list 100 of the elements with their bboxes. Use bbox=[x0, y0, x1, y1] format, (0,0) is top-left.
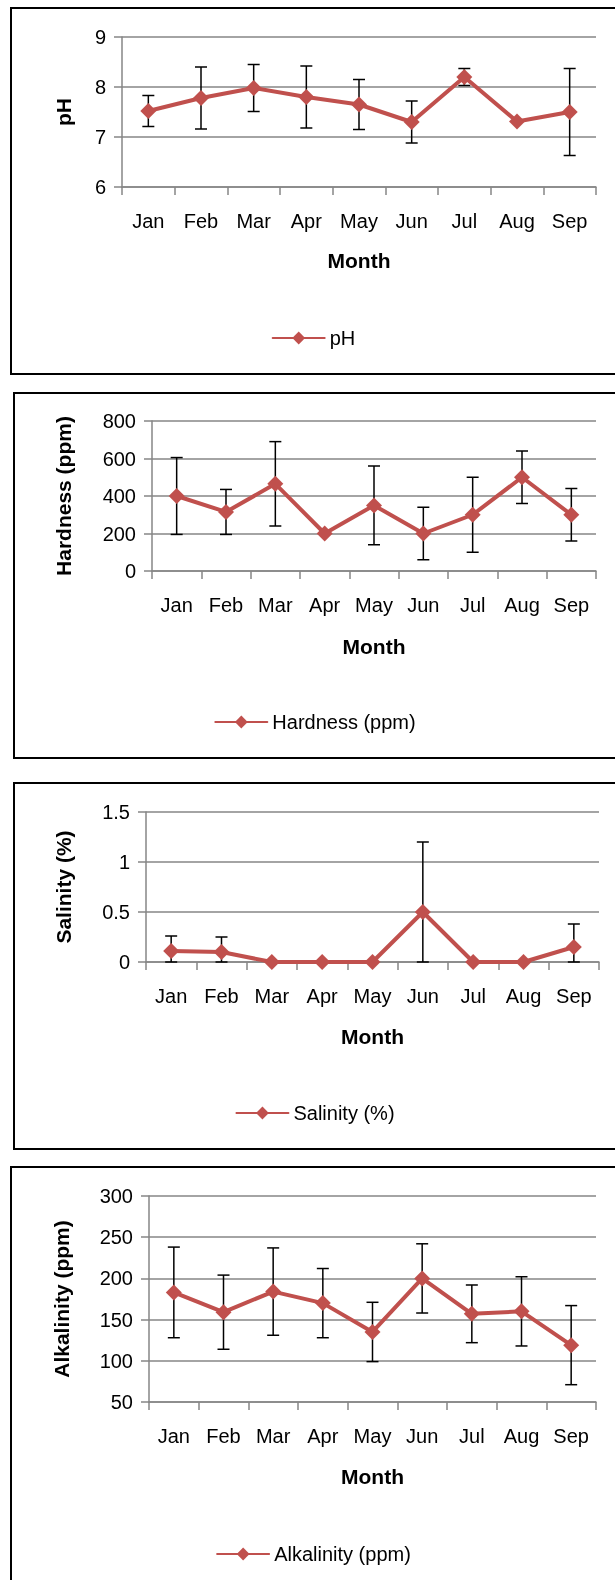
y-tick-label: 6 bbox=[94, 176, 106, 198]
y-tick-label: 1 bbox=[118, 851, 130, 873]
y-tick-label: 0 bbox=[118, 951, 130, 973]
x-tick-label: Feb bbox=[206, 1425, 241, 1447]
x-tick-label: Aug bbox=[504, 594, 540, 616]
point bbox=[140, 103, 157, 119]
x-tick-label: May bbox=[353, 1425, 392, 1447]
point bbox=[218, 503, 234, 520]
y-tick-label: 7 bbox=[94, 126, 106, 148]
x-axis-title: Month bbox=[341, 1465, 404, 1488]
point bbox=[351, 96, 367, 113]
y-tick-label: 50 bbox=[110, 1391, 133, 1413]
x-tick-label: Jan bbox=[160, 594, 193, 616]
point bbox=[514, 469, 530, 486]
point bbox=[193, 90, 209, 106]
y-tick-label: 0 bbox=[124, 560, 136, 582]
x-tick-label: May bbox=[340, 210, 378, 232]
point bbox=[561, 104, 578, 120]
y-tick-label: 9 bbox=[94, 26, 106, 48]
x-tick-label: Sep bbox=[556, 985, 592, 1007]
x-tick-label: Apr bbox=[307, 1425, 339, 1447]
point bbox=[213, 944, 230, 960]
point bbox=[403, 114, 420, 130]
y-tick-label: 600 bbox=[102, 447, 136, 470]
x-tick-label: Feb bbox=[208, 594, 244, 616]
x-axis-title: Month bbox=[327, 249, 391, 272]
point bbox=[565, 939, 582, 955]
point bbox=[464, 506, 481, 523]
point bbox=[515, 954, 532, 970]
point bbox=[509, 113, 525, 130]
x-tick-label: Mar bbox=[236, 210, 272, 232]
x-tick-label: Jul bbox=[459, 594, 486, 616]
point bbox=[168, 488, 185, 504]
legend-label: Alkalinity (ppm) bbox=[274, 1543, 411, 1565]
x-tick-label: Mar bbox=[255, 1425, 291, 1447]
point bbox=[414, 904, 431, 920]
point bbox=[163, 943, 180, 959]
x-tick-label: Jun bbox=[406, 985, 439, 1007]
x-tick-label: Jan bbox=[132, 210, 165, 232]
x-tick-label: Mar bbox=[258, 594, 293, 616]
x-tick-label: May bbox=[353, 985, 392, 1007]
point bbox=[316, 525, 333, 542]
point bbox=[364, 954, 381, 970]
point bbox=[563, 506, 580, 523]
point bbox=[165, 1284, 182, 1301]
y-tick-label: 400 bbox=[102, 485, 136, 507]
point bbox=[245, 80, 262, 96]
y-axis-title: Alkalinity (ppm) bbox=[50, 1220, 73, 1378]
legend-label: Hardness (ppm) bbox=[272, 711, 416, 733]
x-tick-label: Sep bbox=[551, 210, 588, 232]
point bbox=[415, 525, 432, 542]
point bbox=[267, 475, 284, 492]
x-tick-label: Sep bbox=[553, 594, 590, 616]
x-tick-label: Jul bbox=[451, 210, 478, 232]
point bbox=[215, 1304, 232, 1321]
point bbox=[263, 954, 280, 970]
point bbox=[366, 497, 382, 514]
x-tick-label: May bbox=[355, 594, 393, 616]
x-axis-title: Month bbox=[342, 635, 406, 658]
point bbox=[314, 1295, 331, 1312]
x-tick-label: Sep bbox=[553, 1425, 589, 1447]
x-tick-label: Apr bbox=[290, 210, 323, 232]
y-tick-label: 1.5 bbox=[102, 801, 130, 823]
y-tick-label: 200 bbox=[99, 1267, 133, 1290]
x-axis-title: Month bbox=[341, 1025, 404, 1048]
y-tick-label: 300 bbox=[99, 1185, 133, 1207]
x-tick-label: Jun bbox=[406, 1425, 439, 1447]
legend-label: Salinity (%) bbox=[293, 1102, 395, 1124]
point bbox=[563, 1337, 580, 1354]
x-tick-label: Jun bbox=[395, 210, 428, 232]
y-axis-title: Hardness (ppm) bbox=[52, 416, 75, 576]
point bbox=[364, 1323, 381, 1340]
y-tick-label: 200 bbox=[102, 522, 136, 545]
legend-label: pH bbox=[329, 327, 356, 349]
x-tick-label: Mar bbox=[254, 985, 290, 1007]
y-axis-title: Salinity (%) bbox=[52, 830, 75, 944]
x-tick-label: Jul bbox=[460, 985, 486, 1007]
x-tick-label: Aug bbox=[505, 985, 542, 1007]
point bbox=[414, 1270, 431, 1287]
x-tick-label: Aug bbox=[503, 1425, 540, 1447]
y-tick-label: 100 bbox=[99, 1349, 133, 1372]
point bbox=[265, 1283, 282, 1300]
x-tick-label: Jan bbox=[157, 1425, 190, 1447]
point bbox=[298, 89, 315, 105]
y-tick-label: 8 bbox=[94, 76, 106, 98]
y-tick-label: 800 bbox=[102, 410, 136, 432]
x-tick-label: Jun bbox=[407, 594, 440, 616]
y-tick-label: 0.5 bbox=[102, 901, 130, 923]
x-tick-label: Feb bbox=[183, 210, 219, 232]
x-tick-label: Apr bbox=[306, 985, 339, 1007]
y-tick-label: 250 bbox=[99, 1226, 133, 1249]
y-tick-label: 150 bbox=[99, 1308, 133, 1331]
x-tick-label: Jan bbox=[155, 985, 188, 1007]
point bbox=[513, 1303, 530, 1320]
y-axis-title: pH bbox=[52, 98, 75, 126]
x-tick-label: Jul bbox=[459, 1425, 485, 1447]
x-tick-label: Aug bbox=[499, 210, 535, 232]
x-tick-label: Feb bbox=[204, 985, 239, 1007]
x-tick-label: Apr bbox=[309, 594, 341, 616]
point bbox=[463, 1305, 480, 1322]
